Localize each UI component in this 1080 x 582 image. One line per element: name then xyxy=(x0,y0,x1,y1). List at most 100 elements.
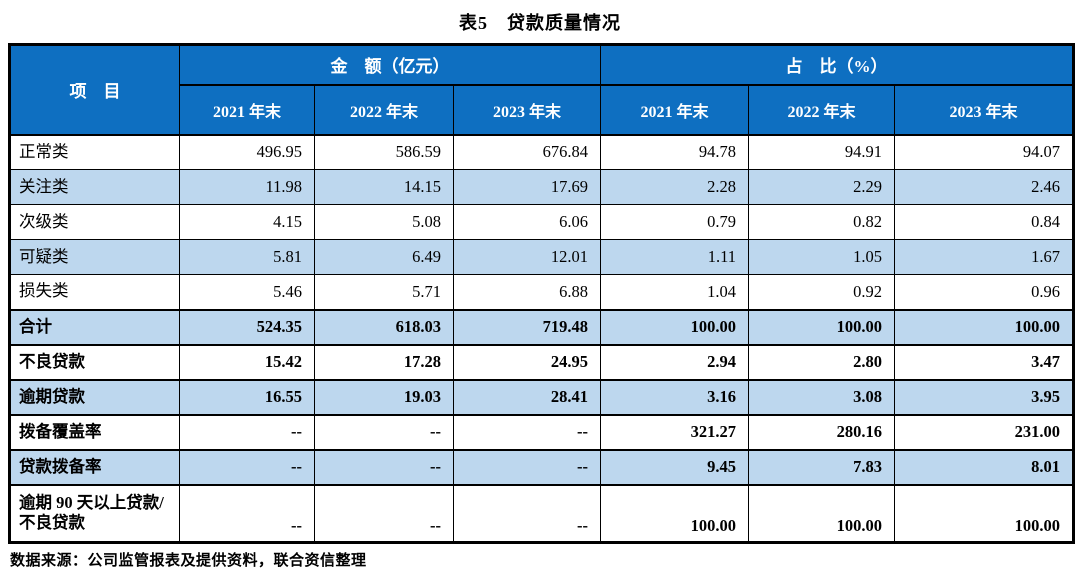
cell-value: 100.00 xyxy=(894,308,1075,346)
table-body: 正常类 496.95 586.59 676.84 94.78 94.91 94.07 关注类 1… xyxy=(9,134,1075,544)
cell-value: 15.42 xyxy=(179,343,315,381)
cell-value: 1.04 xyxy=(600,274,750,310)
cell-value: 5.46 xyxy=(179,274,315,310)
cell-value: 1.05 xyxy=(748,239,896,275)
cell-value: 7.83 xyxy=(748,448,896,486)
cell-value: -- xyxy=(314,413,454,451)
cell-value: 3.95 xyxy=(894,378,1075,416)
cell-value: 2.28 xyxy=(600,169,750,205)
column-header-item: 项 目 xyxy=(9,44,180,136)
cell-value: 28.41 xyxy=(452,378,602,416)
table-row: 逾期 90 天以上贷款/不良贷款 -- -- -- 100.00 100.00 100.00 xyxy=(9,483,1075,544)
cell-value: 4.15 xyxy=(179,204,315,240)
row-label: 逾期 90 天以上贷款/不良贷款 xyxy=(9,483,180,544)
cell-value: 16.55 xyxy=(179,378,315,416)
cell-value: 100.00 xyxy=(748,483,896,544)
table-row: 逾期贷款 16.55 19.03 28.41 3.16 3.08 3.95 xyxy=(9,378,1075,416)
cell-value: -- xyxy=(179,448,315,486)
cell-value: -- xyxy=(314,483,454,544)
cell-value: 6.49 xyxy=(314,239,454,275)
table-row: 正常类 496.95 586.59 676.84 94.78 94.91 94.07 xyxy=(9,134,1075,170)
cell-value: 100.00 xyxy=(748,308,896,346)
cell-value: 618.03 xyxy=(314,308,454,346)
year-header-proportion-2021: 2021 年末 xyxy=(600,84,750,136)
cell-value: 5.08 xyxy=(314,204,454,240)
cell-value: -- xyxy=(452,483,602,544)
table-title: 表5 贷款质量情况 xyxy=(459,13,621,33)
cell-value: 2.46 xyxy=(894,169,1075,205)
cell-value: 0.96 xyxy=(894,274,1075,310)
cell-value: -- xyxy=(314,448,454,486)
cell-value: 94.07 xyxy=(894,134,1075,170)
cell-value: -- xyxy=(452,448,602,486)
cell-value: 676.84 xyxy=(452,134,602,170)
year-header-proportion-2022: 2022 年末 xyxy=(748,84,896,136)
cell-value: 321.27 xyxy=(600,413,750,451)
cell-value: -- xyxy=(179,413,315,451)
cell-value: 5.81 xyxy=(179,239,315,275)
year-header-amount-2022: 2022 年末 xyxy=(314,84,454,136)
row-label: 关注类 xyxy=(9,169,180,205)
cell-value: 17.69 xyxy=(452,169,602,205)
cell-value: 8.01 xyxy=(894,448,1075,486)
row-label: 不良贷款 xyxy=(9,343,180,381)
row-label: 拨备覆盖率 xyxy=(9,413,180,451)
year-header-amount-2021: 2021 年末 xyxy=(179,84,315,136)
row-label: 贷款拨备率 xyxy=(9,448,180,486)
cell-value: 524.35 xyxy=(179,308,315,346)
row-label: 损失类 xyxy=(9,274,180,310)
row-label: 逾期贷款 xyxy=(9,378,180,416)
cell-value: 1.67 xyxy=(894,239,1075,275)
row-label: 次级类 xyxy=(9,204,180,240)
table-row: 不良贷款 15.42 17.28 24.95 2.94 2.80 3.47 xyxy=(9,343,1075,381)
cell-value: 719.48 xyxy=(452,308,602,346)
cell-value: 94.91 xyxy=(748,134,896,170)
cell-value: 9.45 xyxy=(600,448,750,486)
table-row: 拨备覆盖率 -- -- -- 321.27 280.16 231.00 xyxy=(9,413,1075,451)
cell-value: 94.78 xyxy=(600,134,750,170)
column-group-proportion: 占 比（%） xyxy=(600,44,1075,86)
cell-value: 11.98 xyxy=(179,169,315,205)
cell-value: 0.92 xyxy=(748,274,896,310)
cell-value: 14.15 xyxy=(314,169,454,205)
cell-value: 19.03 xyxy=(314,378,454,416)
table-row: 次级类 4.15 5.08 6.06 0.79 0.82 0.84 xyxy=(9,204,1075,240)
cell-value: 2.29 xyxy=(748,169,896,205)
row-label: 合计 xyxy=(9,308,180,346)
cell-value: 3.16 xyxy=(600,378,750,416)
cell-value: 24.95 xyxy=(452,343,602,381)
cell-value: 6.06 xyxy=(452,204,602,240)
table-row: 合计 524.35 618.03 719.48 100.00 100.00 100.00 xyxy=(9,308,1075,346)
cell-value: 6.88 xyxy=(452,274,602,310)
cell-value: 3.47 xyxy=(894,343,1075,381)
cell-value: 2.94 xyxy=(600,343,750,381)
table-row: 可疑类 5.81 6.49 12.01 1.11 1.05 1.67 xyxy=(9,239,1075,275)
cell-value: 0.82 xyxy=(748,204,896,240)
cell-value: 496.95 xyxy=(179,134,315,170)
cell-value: 100.00 xyxy=(894,483,1075,544)
group-header-row: 项 目 金 额（亿元） 占 比（%） xyxy=(9,44,1075,136)
cell-value: 1.11 xyxy=(600,239,750,275)
cell-value: 586.59 xyxy=(314,134,454,170)
cell-value: 0.84 xyxy=(894,204,1075,240)
cell-value: 5.71 xyxy=(314,274,454,310)
cell-value: 0.79 xyxy=(600,204,750,240)
year-header-proportion-2023: 2023 年末 xyxy=(894,84,1075,136)
cell-value: 100.00 xyxy=(600,308,750,346)
row-label: 可疑类 xyxy=(9,239,180,275)
cell-value: 280.16 xyxy=(748,413,896,451)
column-group-amount: 金 额（亿元） xyxy=(178,44,602,86)
cell-value: 231.00 xyxy=(894,413,1075,451)
year-header-row: 2021 年末 2022 年末 2023 年末 2021 年末 2022 年末 … xyxy=(10,84,1075,136)
row-label: 正常类 xyxy=(9,134,180,170)
cell-value: -- xyxy=(452,413,602,451)
source-note: 数据来源：公司监管报表及提供资料，联合资信整理 xyxy=(10,553,367,569)
table-row: 关注类 11.98 14.15 17.69 2.28 2.29 2.46 xyxy=(9,169,1075,205)
table-row: 贷款拨备率 -- -- -- 9.45 7.83 8.01 xyxy=(9,448,1075,486)
cell-value: 3.08 xyxy=(748,378,896,416)
table-row: 损失类 5.46 5.71 6.88 1.04 0.92 0.96 xyxy=(9,274,1075,310)
loan-quality-table: 项 目 金 额（亿元） 占 比（%） 2021 年末 2022 年末 2023 … xyxy=(8,43,1076,544)
cell-value: 2.80 xyxy=(748,343,896,381)
cell-value: 17.28 xyxy=(314,343,454,381)
